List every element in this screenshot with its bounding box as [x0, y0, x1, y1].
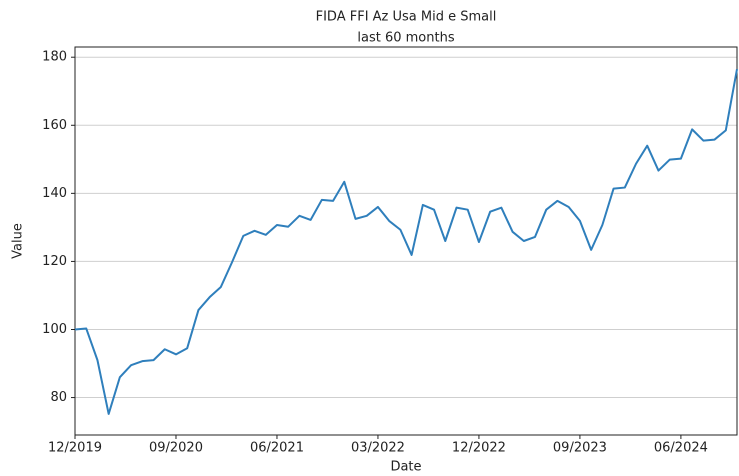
y-tick-label: 80: [50, 390, 67, 405]
x-tick-label: 12/2019: [48, 441, 102, 456]
x-tick-label: 09/2020: [149, 441, 203, 456]
plot-frame: [74, 46, 738, 436]
x-tick-label: 12/2022: [452, 441, 506, 456]
x-axis-label: Date: [390, 460, 421, 475]
y-tick-label: 100: [42, 322, 67, 337]
x-tick-label: 06/2021: [250, 441, 304, 456]
y-tick-label: 140: [42, 186, 67, 201]
y-tick-label: 160: [42, 118, 67, 133]
y-tick-label: 120: [42, 254, 67, 269]
series-line: [74, 68, 738, 415]
y-tick-label: 180: [42, 50, 67, 65]
chart-title: FIDA FFI Az Usa Mid e Small: [316, 10, 497, 25]
x-tick-label: 03/2022: [351, 441, 405, 456]
x-tick-label: 06/2024: [654, 441, 708, 456]
y-axis-label: Value: [11, 223, 26, 259]
x-tick-label: 09/2023: [553, 441, 607, 456]
chart-subtitle: last 60 months: [357, 31, 454, 46]
